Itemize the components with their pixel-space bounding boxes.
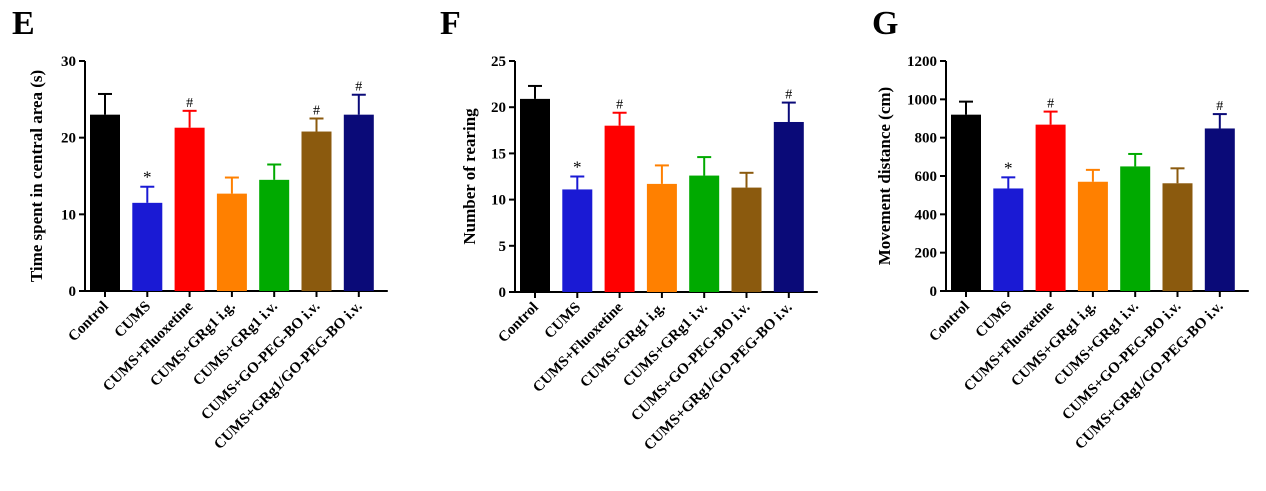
- bar: [951, 114, 981, 292]
- bar: [993, 188, 1024, 291]
- bar: [216, 193, 247, 291]
- y-tick-label: 200: [915, 246, 938, 262]
- bar: [132, 202, 163, 291]
- y-tick-label: 0: [930, 284, 938, 300]
- bar: [1077, 181, 1108, 291]
- y-tick-label: 0: [69, 284, 77, 300]
- significance-mark: #: [1047, 97, 1054, 112]
- y-axis-title: Movement distance (cm): [875, 87, 894, 265]
- panel-letter: F: [440, 5, 461, 42]
- y-tick-label: 20: [61, 131, 76, 147]
- y-tick-label: 10: [61, 207, 76, 223]
- y-tick-label: 400: [915, 207, 938, 223]
- significance-mark: *: [143, 168, 152, 187]
- x-tick-label: Control: [926, 299, 972, 345]
- significance-mark: #: [355, 80, 362, 95]
- y-tick-label: 20: [491, 100, 506, 116]
- significance-mark: #: [616, 98, 623, 113]
- bar: [646, 183, 677, 292]
- bar: [1120, 166, 1151, 291]
- bar: [343, 114, 374, 292]
- panel-letter: E: [12, 5, 35, 42]
- significance-mark: #: [313, 104, 320, 119]
- bar: [90, 114, 120, 292]
- panel-letter: G: [872, 5, 898, 42]
- y-tick-label: 800: [915, 131, 938, 147]
- significance-mark: #: [186, 96, 193, 111]
- significance-mark: #: [1216, 99, 1223, 114]
- y-tick-label: 0: [499, 285, 507, 301]
- significance-mark: *: [1004, 158, 1013, 177]
- bar: [562, 189, 593, 292]
- y-tick-label: 15: [491, 146, 506, 162]
- bar: [301, 131, 332, 291]
- y-tick-label: 1000: [907, 92, 937, 108]
- y-tick-label: 5: [499, 239, 507, 255]
- bar: [1162, 183, 1193, 291]
- chart-panel-e: E Time spent in central area (s) 0 10 20 30 Co…: [12, 5, 388, 453]
- bar: [259, 179, 290, 291]
- y-axis-title: Number of rearing: [460, 108, 479, 245]
- x-tick-label: Control: [495, 300, 541, 346]
- x-tick-label: Control: [65, 299, 111, 345]
- bar: [773, 121, 804, 292]
- bar: [731, 187, 762, 292]
- y-axis-title: Time spent in central area (s): [27, 70, 46, 282]
- y-tick-label: 25: [491, 54, 506, 70]
- bar: [174, 127, 205, 291]
- bar: [689, 175, 720, 292]
- chart-panel-g: G Movement distance (cm) 0 200 400 600 800 1000…: [872, 5, 1249, 453]
- y-tick-label: 1200: [907, 54, 937, 70]
- bar: [1204, 128, 1235, 291]
- bar: [520, 98, 550, 292]
- y-tick-label: 10: [491, 193, 506, 209]
- bar: [1035, 124, 1066, 291]
- y-tick-label: 30: [61, 54, 76, 70]
- bar: [604, 125, 635, 293]
- y-tick-label: 600: [915, 169, 938, 185]
- significance-mark: #: [785, 88, 792, 103]
- significance-mark: *: [573, 158, 582, 177]
